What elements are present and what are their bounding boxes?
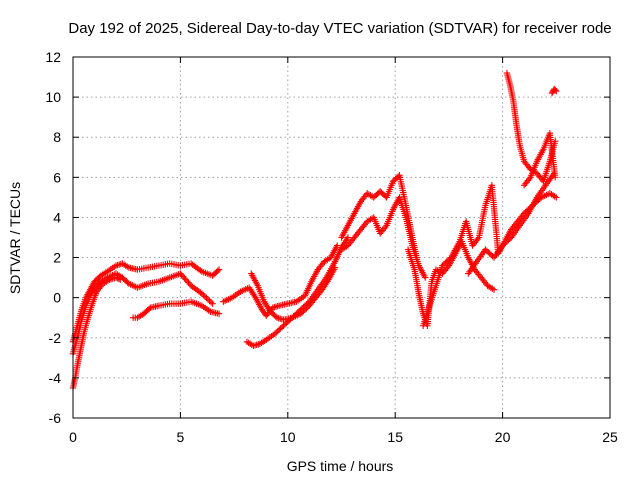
x-tick-label: 10 [280,429,296,445]
data-point [209,300,216,307]
y-axis-label: SDTVAR / TECUs [7,182,23,294]
data-point [215,310,223,317]
data-point [344,234,352,241]
data-point [197,267,204,274]
series-14 [520,130,559,189]
axis-layer: 0 5 10 15 20 25 -6 -4 -2 0 2 4 6 8 10 12 [45,49,618,445]
data-point [215,266,223,273]
data-point [183,277,191,285]
y-tick-label: 6 [53,169,61,185]
chart-title: Day 192 of 2025, Sidereal Day-to-day VTE… [68,20,611,37]
series-4 [129,298,223,321]
data-point [181,274,188,282]
data-layer [69,69,560,392]
series-2 [69,270,216,358]
series-15 [548,85,560,97]
x-axis-label: GPS time / hours [287,458,394,474]
series-9 [338,194,429,281]
grid-layer [73,57,610,418]
data-point [185,279,192,286]
data-point [177,270,184,277]
data-point [553,87,560,95]
x-tick-label: 5 [177,429,185,445]
data-point [178,271,185,279]
data-point [553,194,560,201]
y-tick-label: 10 [45,89,61,105]
series-13 [503,69,559,185]
data-point [198,290,206,297]
data-point [201,293,209,300]
data-point [117,276,124,283]
data-point [182,276,189,283]
y-tick-label: 8 [53,129,61,145]
data-point [112,274,120,281]
y-tick-label: 4 [53,209,61,225]
x-tick-label: 0 [69,429,77,445]
series-7 [243,234,352,349]
data-point [207,299,215,306]
data-point [203,294,210,302]
series-5 [220,242,341,319]
y-tick-label: -6 [49,410,62,426]
data-point [214,267,221,274]
plot-frame [72,56,611,419]
data-point [552,174,559,181]
data-point [490,286,498,293]
data-point [422,274,429,281]
y-tick-label: 0 [53,290,61,306]
y-tick-label: 2 [53,250,61,266]
series-12 [465,170,558,277]
y-tick-label: -4 [49,370,62,386]
y-tick-label: -2 [49,330,62,346]
data-point [200,291,207,299]
data-point [206,297,213,305]
data-point [179,273,187,280]
data-point [552,86,559,94]
data-point [204,296,212,303]
y-tick-label: 12 [45,49,61,65]
series-3 [69,274,124,392]
x-tick-label: 25 [602,429,618,445]
x-tick-label: 20 [495,429,511,445]
data-point [334,242,341,249]
data-point [115,275,123,283]
data-point [114,275,121,282]
x-tick-label: 15 [387,429,403,445]
